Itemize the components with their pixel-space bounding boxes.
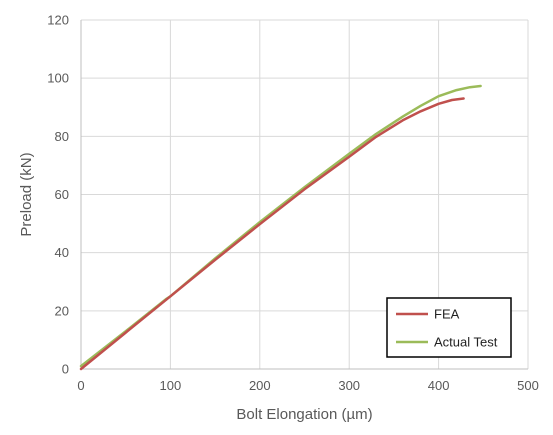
y-tick-label: 120 — [47, 13, 69, 28]
x-tick-label: 500 — [517, 378, 539, 393]
y-tick-label: 80 — [55, 129, 69, 144]
legend: FEA Actual Test — [386, 297, 512, 358]
series-line-fea — [79, 97, 465, 371]
y-tick-label: 100 — [47, 71, 69, 86]
y-tick-label: 20 — [55, 303, 69, 318]
series-lines — [79, 84, 482, 371]
x-tick-label: 100 — [160, 378, 182, 393]
x-tick-label: 200 — [249, 378, 271, 393]
y-axis-title: Preload (kN) — [18, 152, 35, 236]
y-tick-label: 40 — [55, 245, 69, 260]
legend-box — [386, 297, 512, 358]
y-tick-label: 60 — [55, 187, 69, 202]
gridlines — [80, 19, 529, 370]
tick-labels: 0 100 200 300 400 500 0 20 40 60 80 100 120 — [47, 13, 539, 394]
x-tick-label: 400 — [428, 378, 450, 393]
x-tick-label: 0 — [77, 378, 84, 393]
x-axis-title: Bolt Elongation (µm) — [236, 406, 372, 423]
legend-label-fea: FEA — [434, 307, 460, 322]
y-tick-label: 0 — [62, 362, 69, 377]
legend-label-actual-test: Actual Test — [434, 335, 498, 350]
x-tick-label: 300 — [338, 378, 360, 393]
